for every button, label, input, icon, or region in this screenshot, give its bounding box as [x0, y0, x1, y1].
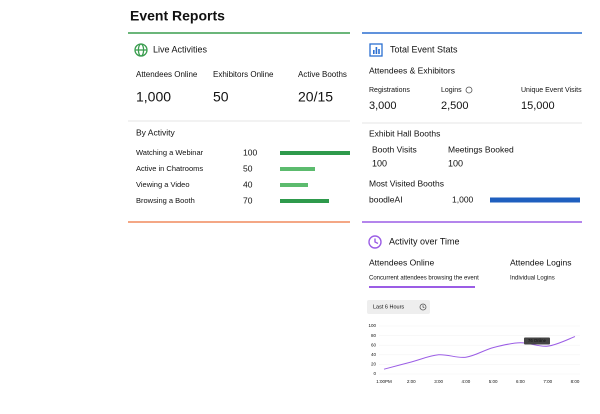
section-title: By Activity [136, 127, 175, 137]
tooltip-box [524, 337, 550, 345]
y-tick-label: 60 [371, 342, 377, 347]
panel-title: Activity over Time [389, 236, 460, 246]
stat-value: 100 [372, 158, 387, 168]
x-tick-label: 6:00 [516, 379, 525, 384]
button-clock-icon [419, 303, 427, 311]
activity-bar [280, 199, 329, 203]
stat-label: Exhibitors Online [213, 70, 274, 79]
y-tick-label: 20 [371, 362, 377, 367]
activity-value: 100 [243, 147, 257, 157]
x-tick-label: 5:00 [489, 379, 498, 384]
globe-icon [134, 43, 148, 57]
section-title: Attendees & Exhibitors [369, 65, 455, 75]
booth-bar [490, 197, 580, 203]
tab-description: Individual Logins [510, 276, 555, 282]
activity-line [383, 336, 576, 370]
help-icon[interactable] [465, 86, 473, 94]
booth-value: 1,000 [452, 194, 474, 204]
x-tick-label: 1:00PM [376, 379, 392, 384]
tooltip-text: 76 Online [528, 338, 547, 343]
x-tick-label: 7:00 [543, 379, 552, 384]
y-tick-label: 0 [373, 371, 376, 376]
section-title: Most Visited Booths [369, 178, 444, 188]
activity-value: 40 [243, 179, 253, 189]
stat-value: 20/15 [298, 89, 333, 105]
activity-bar [280, 183, 308, 187]
x-tick-label: 4:00 [461, 379, 470, 384]
stat-label: Booth Visits [372, 144, 417, 154]
stat-label: Meetings Booked [448, 144, 514, 154]
activity-name: Viewing a Video [136, 180, 190, 189]
stat-value: 100 [448, 158, 463, 168]
stat-label: Unique Event Visits [521, 87, 582, 94]
activity-value: 50 [243, 163, 253, 173]
chart-icon [369, 43, 383, 57]
y-tick-label: 80 [371, 333, 377, 338]
activity-bar [280, 167, 315, 171]
section-title: Exhibit Hall Booths [369, 128, 440, 138]
stat-value: 3,000 [369, 100, 397, 112]
stat-value: 50 [213, 89, 229, 105]
panel-title: Live Activities [153, 44, 208, 54]
stat-value: 1,000 [136, 89, 171, 105]
stat-value: 2,500 [441, 100, 469, 112]
tab-label: Attendees Online [369, 257, 434, 267]
stat-value: 15,000 [521, 100, 555, 112]
booth-name: boodleAI [369, 194, 403, 204]
activity-name: Active in Chatrooms [136, 164, 203, 173]
tab-label: Attendee Logins [510, 257, 571, 267]
stat-label: Logins [441, 87, 462, 94]
x-tick-label: 2:00 [407, 379, 416, 384]
x-tick-label: 8:00 [571, 379, 580, 384]
range-button-label: Last 6 Hours [373, 304, 404, 310]
y-tick-label: 40 [371, 352, 377, 357]
activity-name: Watching a Webinar [136, 148, 204, 157]
activity-name: Browsing a Booth [136, 196, 195, 205]
range-button[interactable] [367, 300, 430, 314]
y-tick-label: 100 [368, 323, 376, 328]
stat-label: Active Booths [298, 70, 347, 79]
stat-label: Attendees Online [136, 70, 198, 79]
page-title: Event Reports [130, 8, 225, 24]
activity-value: 70 [243, 195, 253, 205]
stat-label: Registrations [369, 87, 410, 94]
clock-icon [368, 235, 382, 249]
activity-bar [280, 151, 350, 155]
x-tick-label: 3:00 [434, 379, 443, 384]
panel-title: Total Event Stats [390, 44, 458, 54]
tab-description: Concurrent attendees browsing the event [369, 276, 479, 282]
